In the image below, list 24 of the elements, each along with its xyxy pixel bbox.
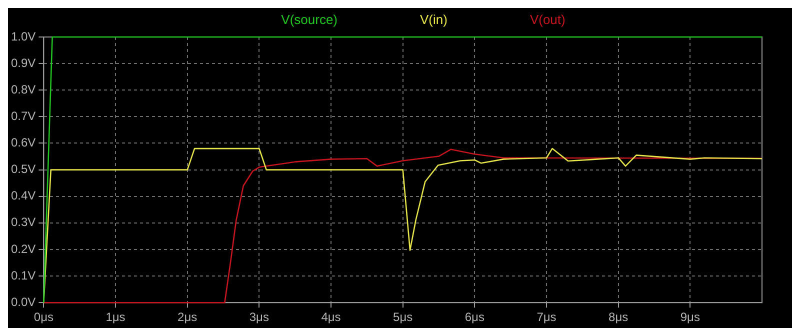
y-tick-label: 0.3V (11, 215, 36, 230)
x-tick-label: 6μs (464, 310, 484, 324)
x-tick-label: 5μs (393, 310, 413, 324)
text: V(out) (530, 12, 566, 28)
x-tick-label: 3μs (249, 310, 269, 324)
y-tick-label: 0.1V (11, 268, 36, 282)
y-tick-label: 0.9V (11, 56, 36, 70)
x-tick-label: 4μs (321, 310, 341, 324)
x-tick-label: 0μs (34, 310, 54, 324)
y-tick-label: 0.8V (11, 82, 36, 96)
y-tick-label: 0.7V (11, 108, 36, 123)
x-tick-label: 8μs (608, 310, 628, 324)
series-label: V(source) (281, 12, 338, 28)
y-tick-label: 0.6V (11, 136, 36, 150)
y-tick-label: 0.0V (11, 294, 36, 309)
y-tick-label: 1.0V (11, 29, 36, 44)
x-tick-label: 9μs (680, 310, 700, 324)
x-tick-label: 2μs (178, 310, 198, 324)
y-tick-label: 0.4V (11, 188, 36, 203)
y-tick-label: 0.2V (11, 242, 36, 256)
y-tick-label: 0.5V (11, 162, 36, 176)
x-tick-label: 7μs (536, 310, 556, 324)
x-tick-label: 1μs (106, 310, 126, 324)
text: V(in) (420, 12, 448, 28)
